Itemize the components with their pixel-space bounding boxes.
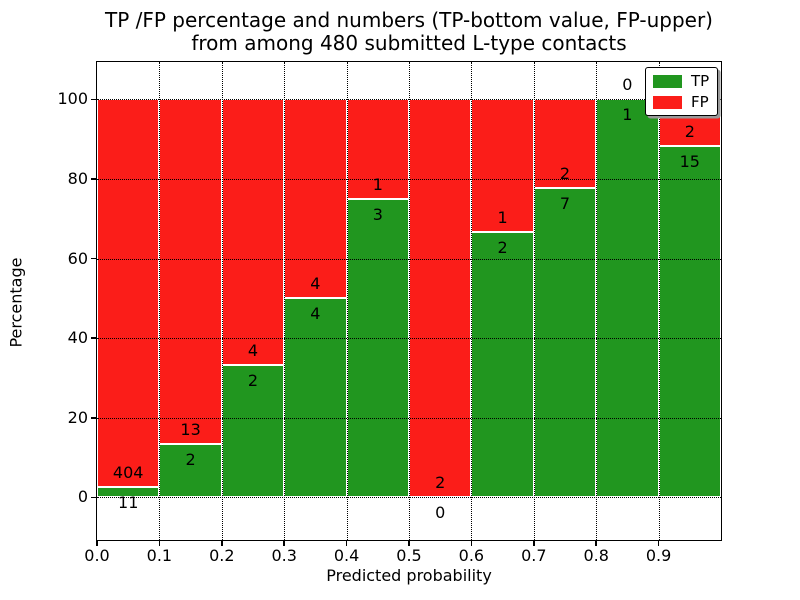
fp-count-label: 4 [310, 274, 321, 294]
x-tick-label: 0.4 [333, 546, 360, 565]
legend-swatch-fp [653, 95, 682, 109]
fp-count-label: 13 [180, 420, 201, 440]
y-tick-label: 80 [67, 169, 88, 188]
tp-bar-segment [596, 99, 659, 498]
x-axis-tick [221, 541, 223, 546]
fp-bar-segment [409, 99, 472, 498]
vertical-gridline [658, 62, 660, 540]
y-tick-label: 0 [77, 487, 88, 507]
tp-count-label: 0 [435, 503, 446, 523]
y-axis-tick [90, 178, 96, 180]
fp-bar-segment [346, 99, 409, 199]
fp-count-label: 2 [435, 473, 446, 493]
x-tick-label: 0.0 [84, 546, 110, 565]
x-axis-tick [470, 541, 473, 546]
chart-title-line2: from among 480 submitted L-type contacts [191, 31, 627, 55]
tp-bar-segment [346, 198, 409, 498]
fp-bar-segment [97, 99, 160, 487]
tp-bar-segment [658, 146, 721, 498]
vertical-gridline [221, 62, 223, 540]
tp-bar-segment [284, 298, 347, 498]
legend-entry-tp: TP [653, 73, 709, 89]
horizontal-gridline [97, 179, 721, 180]
chart-title: TP /FP percentage and numbers (TP-bottom… [97, 9, 721, 55]
y-axis-tick [90, 496, 96, 499]
tp-count-label: 2 [497, 238, 508, 258]
legend-label-fp: FP [691, 93, 709, 111]
chart-title-line1: TP /FP percentage and numbers (TP-bottom… [105, 8, 713, 32]
tp-count-label: 4 [310, 304, 321, 324]
fp-count-label: 1 [497, 208, 508, 228]
x-axis-tick [408, 541, 410, 546]
x-tick-label: 0.2 [209, 546, 235, 565]
fp-bar-segment [284, 99, 347, 299]
tp-count-label: 15 [679, 152, 700, 172]
vertical-gridline [409, 62, 410, 540]
y-tick-label: 20 [67, 407, 88, 427]
fp-bar-segment [221, 99, 285, 365]
fp-count-label: 1 [372, 174, 383, 194]
x-tick-label: 0.3 [271, 546, 297, 565]
horizontal-gridline [97, 258, 721, 260]
y-axis-tick [90, 257, 96, 260]
x-axis-tick [595, 541, 597, 546]
tp-count-label: 1 [622, 105, 633, 125]
y-tick-label: 60 [67, 248, 88, 268]
y-axis-tick [90, 417, 96, 419]
tp-bar-segment [533, 187, 597, 498]
fp-count-label: 404 [112, 462, 144, 482]
horizontal-gridline [97, 99, 721, 101]
tp-count-label: 2 [247, 370, 259, 390]
y-axis-label: Percentage [6, 257, 26, 348]
y-tick-label: 100 [57, 89, 88, 109]
vertical-gridline [159, 62, 161, 540]
tp-bar-segment [221, 364, 285, 498]
plot-area: 404 11 13 2 4 2 4 4 1 3 2 0 1 2 2 7 0 1 2 15 [95, 60, 722, 541]
x-axis-tick [96, 541, 98, 546]
tp-bar-segment [159, 444, 222, 498]
vertical-gridline [346, 62, 348, 540]
legend-swatch-tp [653, 74, 682, 88]
legend-label-tp: TP [691, 72, 710, 90]
x-tick-label: 0.9 [645, 546, 672, 565]
x-tick-label: 0.5 [396, 546, 422, 565]
tp-count-label: 11 [118, 492, 139, 512]
fp-count-label: 2 [684, 122, 695, 142]
tp-count-label: 3 [372, 204, 383, 224]
fp-count-label: 2 [559, 163, 571, 183]
tp-bar-segment [471, 232, 534, 498]
fp-count-label: 4 [247, 340, 259, 360]
y-axis-tick [90, 337, 96, 339]
horizontal-gridline [97, 497, 721, 499]
y-tick-label: 40 [67, 328, 88, 348]
x-tick-label: 0.6 [458, 546, 485, 565]
x-axis-tick [657, 541, 660, 546]
vertical-gridline [596, 62, 598, 540]
x-tick-label: 0.1 [146, 546, 173, 565]
vertical-gridline [284, 62, 286, 540]
fp-bar-segment [159, 99, 222, 445]
x-tick-label: 0.8 [583, 546, 609, 565]
fp-count-label: 0 [622, 75, 633, 95]
x-axis-tick [345, 541, 348, 546]
x-axis-tick [533, 541, 535, 546]
tp-count-label: 7 [559, 193, 571, 213]
tp-count-label: 2 [185, 450, 196, 470]
horizontal-gridline [97, 417, 721, 419]
y-axis-tick [90, 98, 96, 101]
legend: TP FP [645, 67, 719, 116]
legend-entry-fp: FP [653, 94, 709, 110]
tp-bar-segment [97, 486, 160, 498]
x-tick-label: 0.7 [521, 546, 547, 565]
x-axis-tick [283, 541, 285, 546]
vertical-gridline [533, 62, 535, 540]
vertical-gridline [471, 62, 473, 540]
horizontal-gridline [97, 338, 721, 340]
x-axis-tick [158, 541, 161, 546]
x-axis-label: Predicted probability [326, 566, 492, 585]
